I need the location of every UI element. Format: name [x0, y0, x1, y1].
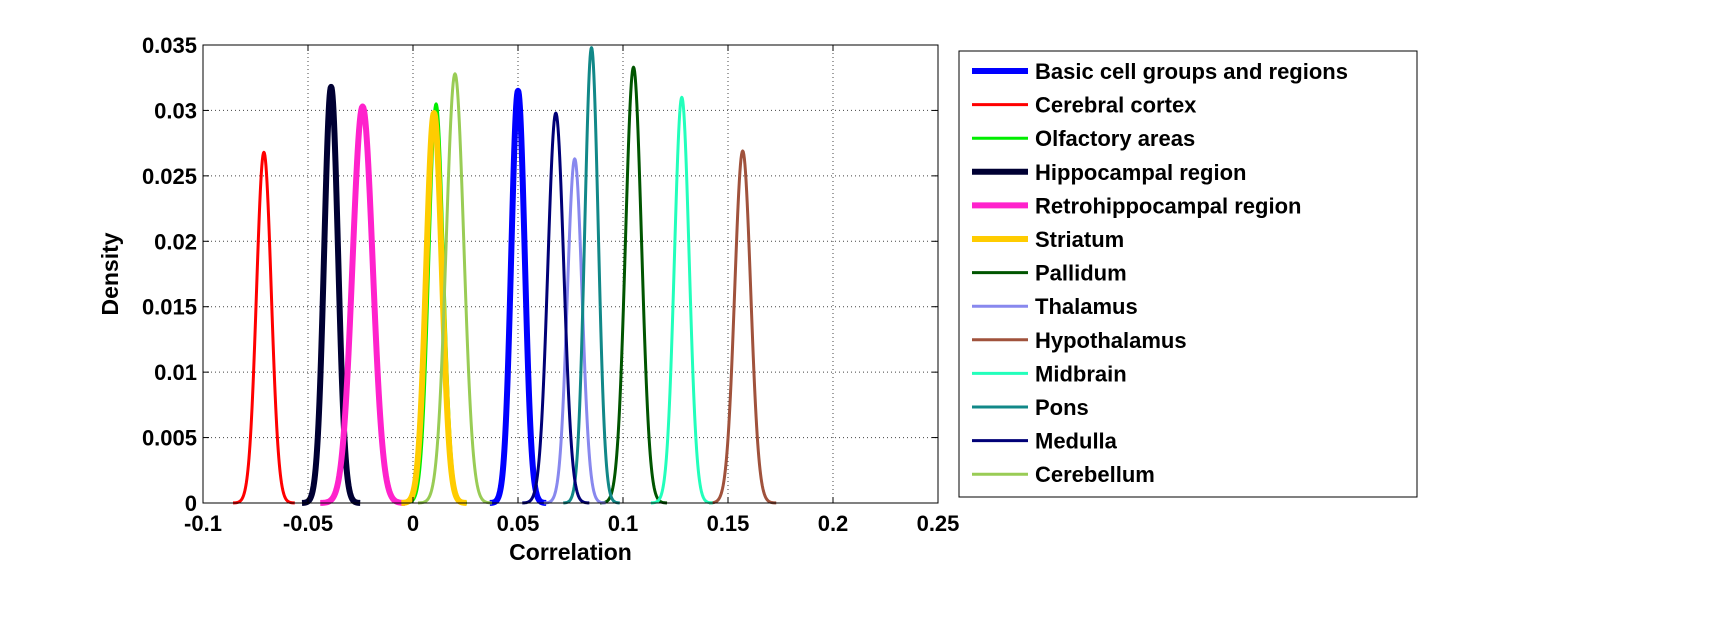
- x-axis-label: Correlation: [509, 539, 632, 565]
- density-curve: [521, 111, 591, 505]
- legend: Basic cell groups and regions Cerebral co…: [958, 50, 1418, 498]
- y-tick-label: 0.025: [142, 164, 197, 189]
- density-curve: [599, 65, 668, 505]
- legend-label: Pallidum: [1035, 261, 1127, 286]
- density-curve: [562, 46, 621, 505]
- density-curve: [232, 150, 296, 505]
- x-tick-label: 0.05: [497, 511, 540, 536]
- density-curve: [487, 87, 549, 506]
- y-tick-label: 0.005: [142, 426, 197, 451]
- legend-label: Basic cell groups and regions: [1035, 59, 1348, 84]
- y-tick-label: 0.035: [142, 33, 197, 58]
- legend-label: Retrohippocampal region: [1035, 193, 1301, 218]
- y-tick-label: 0.03: [154, 98, 197, 123]
- density-curve: [542, 157, 607, 505]
- grid-lines: [203, 45, 938, 503]
- density-curve: [299, 83, 363, 506]
- legend-label: Striatum: [1035, 227, 1124, 252]
- x-tick-label: 0.25: [917, 511, 960, 536]
- legend-label: Hippocampal region: [1035, 160, 1246, 185]
- y-tick-label: 0.02: [154, 229, 197, 254]
- x-tick-label: -0.05: [283, 511, 333, 536]
- y-tick-label: 0: [185, 491, 197, 516]
- plot-frame: [202, 44, 939, 504]
- legend-label: Cerebral cortex: [1035, 93, 1197, 118]
- y-tick-label: 0.01: [154, 360, 197, 385]
- legend-label: Cerebellum: [1035, 462, 1155, 487]
- x-tick-label: 0.1: [608, 511, 639, 536]
- x-tick-label: 0.15: [707, 511, 750, 536]
- x-tick-label: 0.2: [818, 511, 849, 536]
- density-curve: [649, 95, 714, 505]
- density-curve: [317, 103, 408, 506]
- x-tick-label: 0: [407, 511, 419, 536]
- legend-label: Hypothalamus: [1035, 328, 1187, 353]
- density-curve: [398, 110, 470, 506]
- legend-label: Midbrain: [1035, 361, 1127, 386]
- density-curve: [417, 72, 493, 505]
- density-curve: [708, 149, 778, 505]
- legend-label: Medulla: [1035, 429, 1118, 454]
- axis-ticks: -0.1 -0.05 0 0.05 0.1 0.15 0.2 0.25 0 0.005 0.01 0.…: [142, 33, 959, 536]
- y-axis-label: Density: [97, 232, 123, 315]
- plot-curves: [232, 46, 778, 506]
- legend-label: Thalamus: [1035, 294, 1138, 319]
- legend-label: Olfactory areas: [1035, 126, 1195, 151]
- x-tick-label: -0.1: [184, 511, 222, 536]
- legend-box: [958, 50, 1418, 498]
- legend-label: Pons: [1035, 395, 1089, 420]
- y-tick-label: 0.015: [142, 295, 197, 320]
